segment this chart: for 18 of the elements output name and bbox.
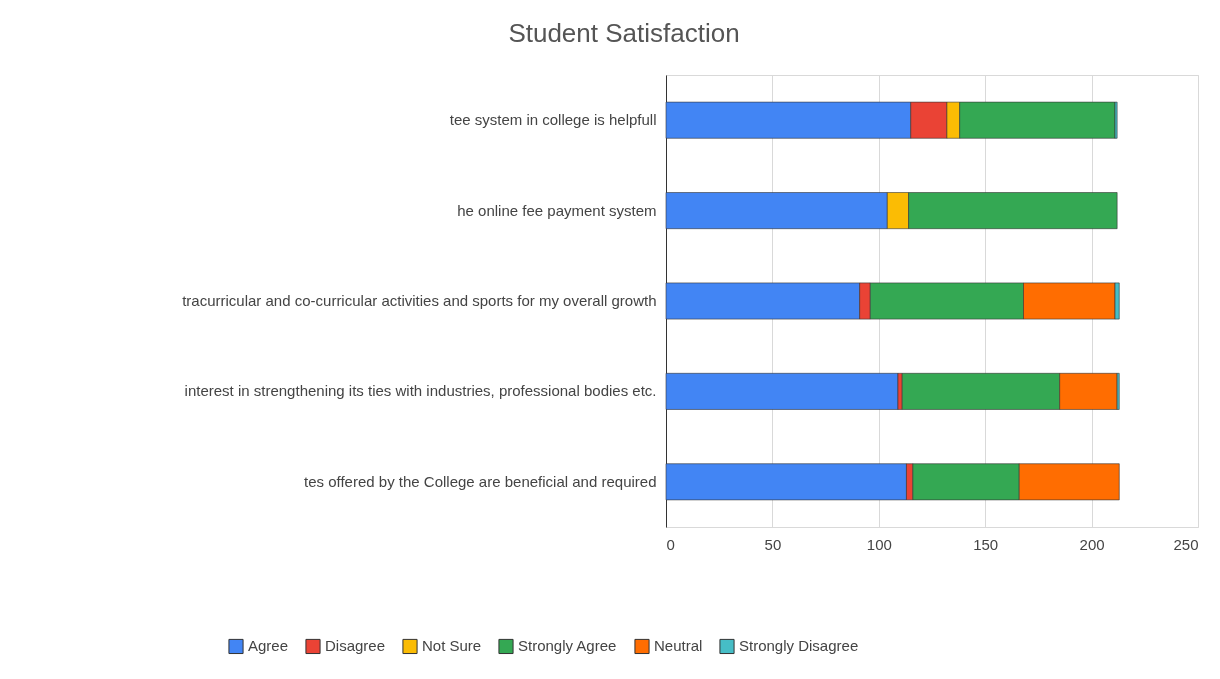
x-tick-label: 50 [764, 535, 782, 553]
x-tick-label: 150 [973, 535, 999, 553]
legend-label: Strongly Disagree [739, 637, 859, 655]
y-tick-label: tes offered by the College are beneficial and required [304, 472, 657, 490]
chart-title: Student Satisfaction [508, 18, 740, 48]
legend-label: Neutral [654, 637, 703, 655]
legend-label: Agree [248, 637, 289, 655]
y-tick-label: tracurricular and co-curricular activities and sports for my overall growth [182, 292, 657, 309]
x-tick-label: 200 [1079, 535, 1105, 553]
legend-label: Not Sure [422, 637, 482, 655]
y-tick-label: interest in strengthening its ties with industries, professional bodies etc. [184, 382, 657, 400]
x-tick-label: 0 [666, 535, 675, 553]
y-tick-label: tee system in college is helpfull [449, 111, 657, 129]
legend-label: Strongly Agree [518, 637, 617, 655]
x-tick-label: 250 [1173, 535, 1199, 553]
legend-label: Disagree [325, 637, 386, 655]
y-tick-label: he online fee payment system [457, 201, 657, 219]
x-tick-label: 100 [866, 535, 892, 553]
